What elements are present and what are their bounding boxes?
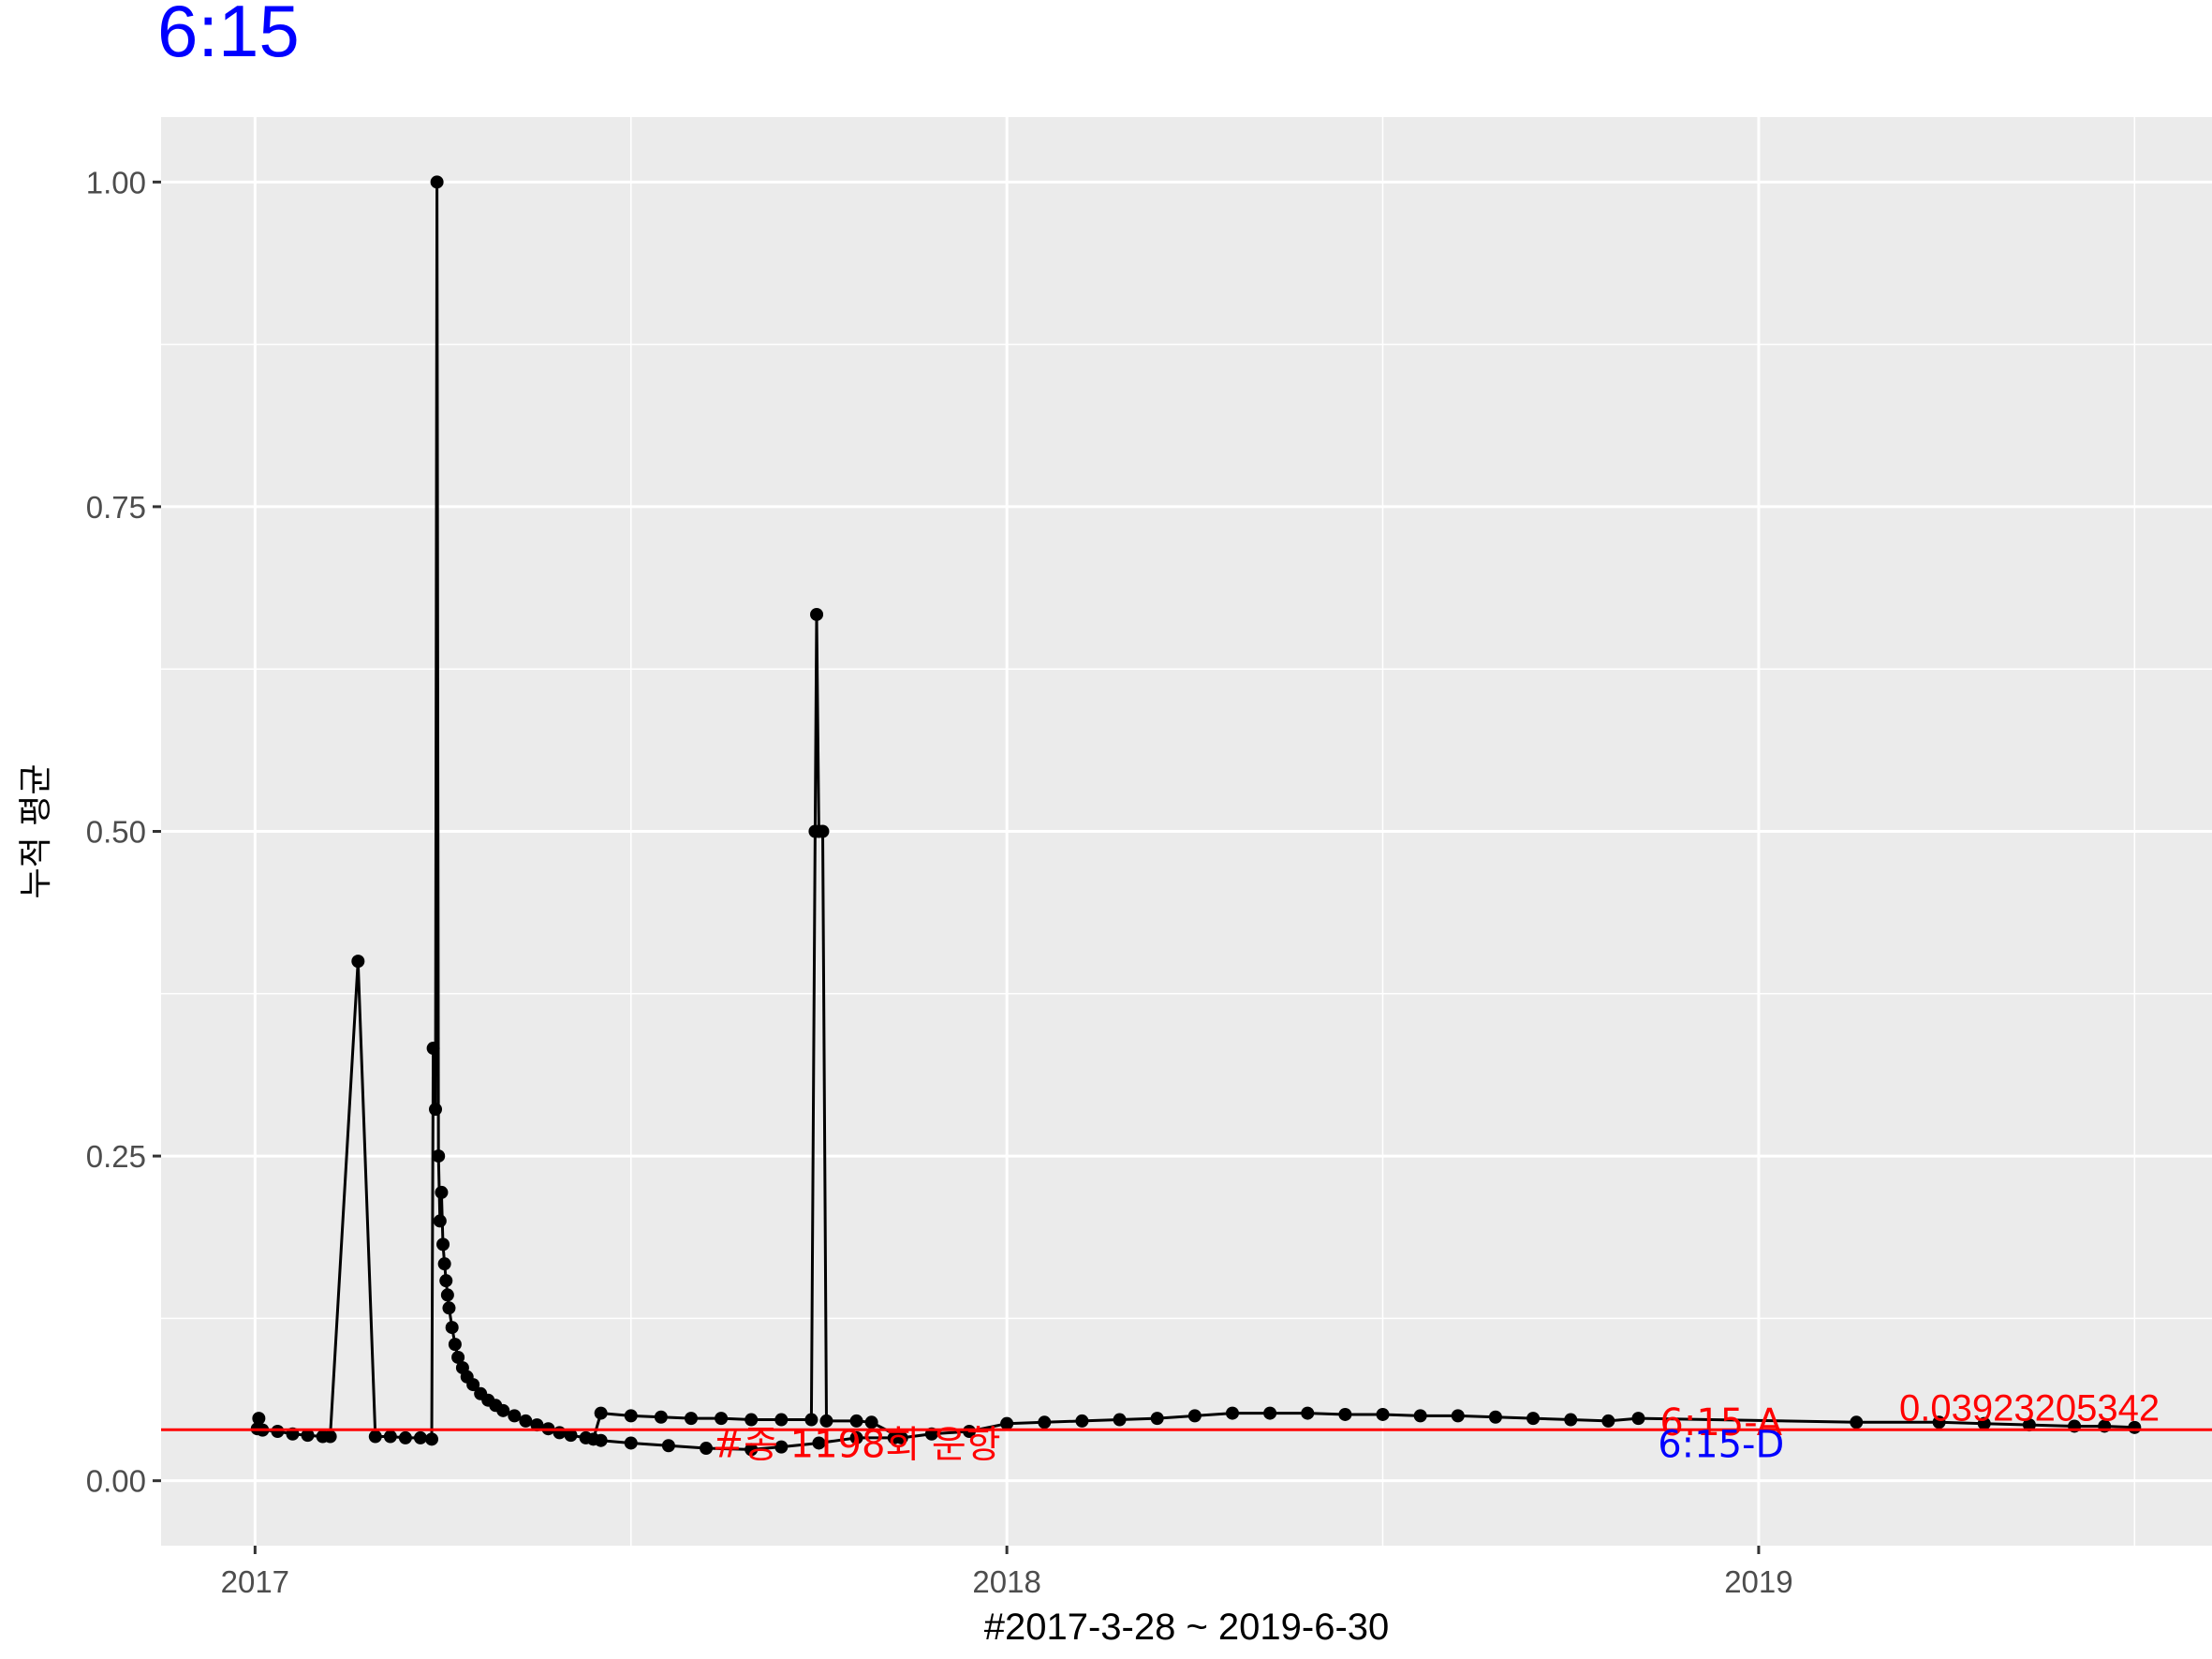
data-point xyxy=(440,1288,454,1302)
data-point xyxy=(654,1410,668,1424)
y-axis: 0.00 0.25 0.50 0.75 1.00 xyxy=(86,165,161,1499)
data-point xyxy=(1075,1414,1089,1428)
data-point xyxy=(433,1214,447,1228)
data-point xyxy=(439,1274,453,1288)
x-tick-label: 2019 xyxy=(1724,1564,1792,1599)
data-point xyxy=(1451,1409,1465,1423)
data-point xyxy=(624,1409,638,1423)
data-point xyxy=(1932,1415,1946,1429)
data-point xyxy=(1526,1412,1541,1426)
data-point xyxy=(445,1321,459,1335)
data-point xyxy=(432,1149,446,1163)
data-point xyxy=(1150,1412,1164,1426)
data-point xyxy=(819,1414,833,1428)
x-axis: 2017 2018 2019 xyxy=(221,1546,1793,1599)
data-point xyxy=(1113,1413,1127,1427)
data-point xyxy=(368,1429,382,1444)
data-point xyxy=(435,1185,449,1199)
data-point xyxy=(442,1301,456,1315)
x-tick-label: 2017 xyxy=(221,1564,289,1599)
y-axis-label: 누적 평균 xyxy=(17,764,55,899)
data-point xyxy=(1187,1409,1202,1423)
data-point xyxy=(413,1430,427,1444)
data-point xyxy=(301,1429,315,1443)
data-point xyxy=(1850,1415,1864,1429)
data-point xyxy=(864,1415,878,1429)
data-point xyxy=(553,1426,567,1440)
lower-band xyxy=(594,1430,901,1457)
data-point xyxy=(894,1430,908,1444)
data-point xyxy=(429,1103,443,1117)
y-tick-label: 1.00 xyxy=(86,165,146,200)
data-point xyxy=(810,607,824,621)
y-tick-label: 0.75 xyxy=(86,490,146,525)
data-point xyxy=(437,1257,451,1271)
data-point xyxy=(804,1413,818,1427)
data-point xyxy=(436,1237,450,1252)
data-point xyxy=(1601,1414,1615,1428)
annotation-text: 6:15-D xyxy=(1658,1424,1784,1467)
grid-major xyxy=(161,117,2212,1546)
annotation-text: #종 1198회 운항 xyxy=(713,1424,1001,1467)
lower-band-point xyxy=(661,1439,675,1453)
lower-band-point xyxy=(774,1440,789,1454)
data-point xyxy=(383,1429,397,1444)
annotations: 0.03923205342 #종 1198회 운항 6:15-A6:15-D xyxy=(713,1387,2160,1466)
data-point xyxy=(1338,1407,1352,1421)
data-point xyxy=(271,1425,285,1438)
x-axis-label: #2017-3-28 ~ 2019-6-30 xyxy=(984,1607,1390,1648)
data-point xyxy=(715,1412,729,1426)
annotation-text: 6:15-A xyxy=(1659,1401,1782,1444)
data-point xyxy=(594,1406,608,1420)
chart-title: 6:15 xyxy=(157,0,300,72)
data-point xyxy=(1564,1413,1578,1427)
data-point xyxy=(816,824,830,838)
data-point xyxy=(1301,1406,1315,1420)
data-point xyxy=(351,955,365,969)
y-tick-label: 0.25 xyxy=(86,1139,146,1174)
lower-band-point xyxy=(812,1436,826,1450)
y-tick-label: 0.00 xyxy=(86,1464,146,1499)
lower-band-point xyxy=(624,1436,638,1450)
data-point xyxy=(1038,1415,1052,1429)
data-point xyxy=(1413,1409,1427,1423)
data-point xyxy=(466,1378,480,1392)
data-point xyxy=(496,1403,510,1417)
data-point xyxy=(1488,1410,1502,1424)
lower-band-point xyxy=(745,1443,759,1457)
data-point xyxy=(508,1409,522,1423)
data-point xyxy=(398,1430,412,1444)
data-point xyxy=(1000,1416,1014,1430)
data-point xyxy=(1631,1412,1645,1426)
x-tick-label: 2018 xyxy=(972,1564,1040,1599)
data-point xyxy=(2022,1418,2036,1432)
data-point xyxy=(1225,1406,1239,1420)
data-point xyxy=(252,1412,266,1426)
lower-band-point xyxy=(849,1430,863,1444)
data-point xyxy=(1376,1407,1390,1421)
data-point xyxy=(426,1042,440,1056)
y-tick-label: 0.50 xyxy=(86,815,146,850)
data-point xyxy=(774,1413,789,1427)
data-point xyxy=(530,1418,544,1432)
data-point xyxy=(586,1432,600,1446)
mean-value-label: 0.03923205342 xyxy=(1899,1387,2160,1429)
data-point xyxy=(425,1432,439,1446)
data-point xyxy=(564,1429,578,1443)
data-point xyxy=(430,175,444,189)
data-point xyxy=(962,1425,976,1438)
data-point xyxy=(745,1413,759,1427)
data-point xyxy=(448,1338,462,1352)
lower-band-point xyxy=(700,1442,714,1456)
data-point xyxy=(451,1350,465,1364)
data-point xyxy=(1977,1416,1991,1430)
data-point xyxy=(323,1429,337,1444)
data-point xyxy=(849,1414,863,1428)
data-point xyxy=(1263,1406,1277,1420)
data-point xyxy=(519,1414,533,1428)
data-point xyxy=(684,1412,698,1426)
